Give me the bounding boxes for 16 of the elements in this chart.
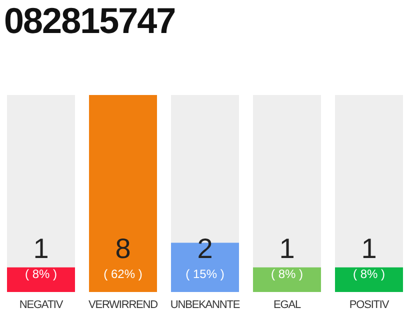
- annotation: ( 8% ): [270, 267, 304, 281]
- data-label: 1: [361, 233, 377, 264]
- x-tick-label: EGAL: [274, 298, 301, 311]
- data-label: 8: [115, 233, 131, 264]
- x-tick-label: UNBEKANNTE: [170, 298, 240, 311]
- data-label: 2: [197, 233, 213, 264]
- data-label: 1: [279, 233, 295, 264]
- annotation: ( 8% ): [352, 267, 386, 281]
- annotation: ( 8% ): [24, 267, 58, 281]
- data-label: 1: [33, 233, 49, 264]
- x-tick-label: VERWIRREND: [88, 298, 158, 311]
- annotation: ( 62% ): [104, 267, 142, 281]
- x-tick-label: POSITIV: [349, 298, 390, 311]
- x-tick-label: NEGATIV: [19, 298, 64, 311]
- annotation: ( 15% ): [186, 267, 224, 281]
- chart-title: 082815747: [4, 0, 176, 42]
